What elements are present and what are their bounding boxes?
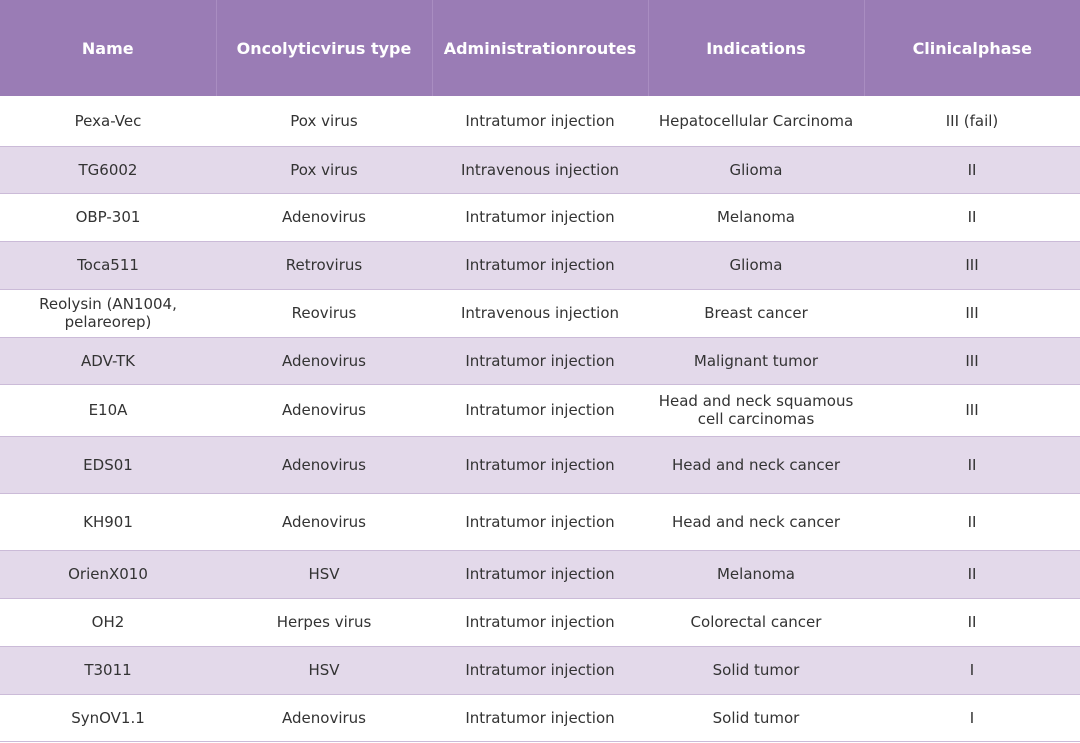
table-row: ADV-TK Adenovirus Intratumor injection Mali… [0,337,1080,385]
table-cell: Head and neck cancer [648,436,864,494]
table-cell: Solid tumor [648,646,864,695]
table-row: OH2 Herpes virus Intratumor injection Color… [0,598,1080,647]
table-cell: HSV [216,550,432,599]
table-cell: II [864,436,1080,494]
table-cell: EDS01 [0,436,216,494]
table-cell: Toca511 [0,241,216,290]
table-cell: II [864,146,1080,194]
table-row: Pexa-Vec Pox virus Intratumor injection Hep… [0,96,1080,147]
table-cell: Adenovirus [216,694,432,742]
table-cell: Adenovirus [216,193,432,242]
table-cell: Intratumor injection [432,646,648,695]
table-cell: Herpes virus [216,598,432,647]
table-row: OBP-301 Adenovirus Intratumor injection Mel… [0,193,1080,242]
table-cell: Malignant tumor [648,337,864,385]
table-cell: Adenovirus [216,337,432,385]
table-cell: Intratumor injection [432,384,648,437]
column-header: Clinicalphase [864,0,1080,96]
table-row: TG6002 Pox virus Intravenous injection Glio… [0,146,1080,194]
table-cell: Intratumor injection [432,598,648,647]
table-cell: Adenovirus [216,384,432,437]
table-cell: OBP-301 [0,193,216,242]
table-cell: Glioma [648,146,864,194]
table-cell: Hepatocellular Carcinoma [648,96,864,147]
table-cell: Solid tumor [648,694,864,742]
table-cell: II [864,598,1080,647]
table-body: Pexa-Vec Pox virus Intratumor injection Hep… [0,96,1080,742]
table-cell: II [864,193,1080,242]
table-cell: OrienX010 [0,550,216,599]
table-cell: I [864,694,1080,742]
table-cell: II [864,493,1080,551]
table-cell: KH901 [0,493,216,551]
table-row: SynOV1.1 Adenovirus Intratumor injection So… [0,694,1080,742]
table-cell: III [864,337,1080,385]
table-cell: Intratumor injection [432,241,648,290]
table-row: Toca511 Retrovirus Intratumor injection Gli… [0,241,1080,290]
table-cell: T3011 [0,646,216,695]
table-cell: III (fail) [864,96,1080,147]
table-cell: HSV [216,646,432,695]
column-header: Indications [648,0,865,96]
header-row: Name Oncolyticvirus type Administrationrou… [0,0,1080,96]
table-cell: Reolysin (AN1004, pelareorep) [0,289,216,338]
table-cell: Intratumor injection [432,96,648,147]
table-cell: Adenovirus [216,493,432,551]
table-cell: Head and neck cancer [648,493,864,551]
table-cell: OH2 [0,598,216,647]
table-cell: Glioma [648,241,864,290]
table-cell: TG6002 [0,146,216,194]
table-cell: III [864,241,1080,290]
table-row: T3011 HSV Intratumor injection Solid tumor I [0,646,1080,695]
table-row: OrienX010 HSV Intratumor injection Melanoma… [0,550,1080,599]
table-cell: Reovirus [216,289,432,338]
table-cell: Head and neck squamous cell carcinomas [648,384,864,437]
table-cell: Adenovirus [216,436,432,494]
table-cell: Pox virus [216,146,432,194]
table-cell: I [864,646,1080,695]
table-cell: Intratumor injection [432,337,648,385]
table-row: E10A Adenovirus Intratumor injection Head a… [0,384,1080,437]
table-cell: Melanoma [648,550,864,599]
table-cell: Pexa-Vec [0,96,216,147]
table-row: EDS01 Adenovirus Intratumor injection Head … [0,436,1080,494]
table-cell: Intratumor injection [432,493,648,551]
table-cell: Breast cancer [648,289,864,338]
table-cell: Intratumor injection [432,694,648,742]
column-header: Oncolyticvirus type [216,0,433,96]
table-cell: III [864,289,1080,338]
column-header: Administrationroutes [432,0,649,96]
table-row: Reolysin (AN1004, pelareorep) Reovirus Int… [0,289,1080,338]
table-cell: Melanoma [648,193,864,242]
table-cell: Intratumor injection [432,436,648,494]
table-cell: Colorectal cancer [648,598,864,647]
table-cell: Intravenous injection [432,289,648,338]
table-cell: Intratumor injection [432,193,648,242]
table-cell: ADV-TK [0,337,216,385]
table-cell: Intratumor injection [432,550,648,599]
table-cell: E10A [0,384,216,437]
table-cell: Pox virus [216,96,432,147]
table-cell: III [864,384,1080,437]
table-cell: Intravenous injection [432,146,648,194]
table-cell: II [864,550,1080,599]
column-header: Name [0,0,217,96]
table-cell: SynOV1.1 [0,694,216,742]
table-row: KH901 Adenovirus Intratumor injection Head … [0,493,1080,551]
table-cell: Retrovirus [216,241,432,290]
